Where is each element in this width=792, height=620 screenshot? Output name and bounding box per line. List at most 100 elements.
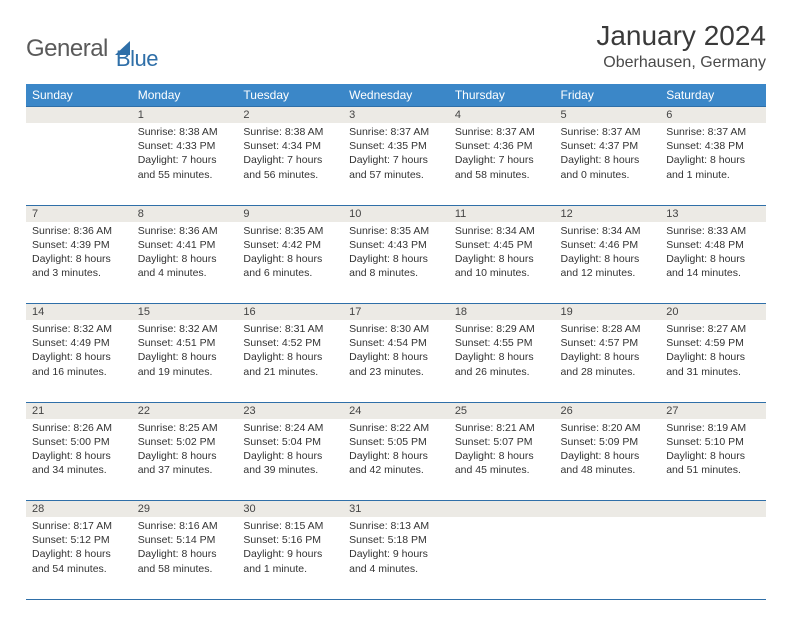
day-content-cell: Sunrise: 8:15 AMSunset: 5:16 PMDaylight:… bbox=[237, 517, 343, 599]
day-number-cell: 27 bbox=[660, 402, 766, 419]
day-content-cell: Sunrise: 8:17 AMSunset: 5:12 PMDaylight:… bbox=[26, 517, 132, 599]
sunrise-text: Sunrise: 8:25 AM bbox=[138, 421, 232, 435]
sunset-text: Sunset: 4:42 PM bbox=[243, 238, 337, 252]
day-number-row: 14151617181920 bbox=[26, 304, 766, 321]
day-content-cell: Sunrise: 8:16 AMSunset: 5:14 PMDaylight:… bbox=[132, 517, 238, 599]
sunset-text: Sunset: 5:02 PM bbox=[138, 435, 232, 449]
sunrise-text: Sunrise: 8:38 AM bbox=[243, 125, 337, 139]
day-number-cell: 10 bbox=[343, 205, 449, 222]
calendar-grid: SundayMondayTuesdayWednesdayThursdayFrid… bbox=[26, 84, 766, 600]
sunrise-text: Sunrise: 8:16 AM bbox=[138, 519, 232, 533]
daylight-text: Daylight: 8 hours and 54 minutes. bbox=[32, 547, 126, 575]
day-content-cell: Sunrise: 8:37 AMSunset: 4:37 PMDaylight:… bbox=[555, 123, 661, 205]
day-content-cell: Sunrise: 8:28 AMSunset: 4:57 PMDaylight:… bbox=[555, 320, 661, 402]
sunset-text: Sunset: 4:34 PM bbox=[243, 139, 337, 153]
day-content-cell: Sunrise: 8:38 AMSunset: 4:33 PMDaylight:… bbox=[132, 123, 238, 205]
sunset-text: Sunset: 4:38 PM bbox=[666, 139, 760, 153]
sunrise-text: Sunrise: 8:37 AM bbox=[561, 125, 655, 139]
day-content-row: Sunrise: 8:38 AMSunset: 4:33 PMDaylight:… bbox=[26, 123, 766, 205]
day-number-cell: 14 bbox=[26, 304, 132, 321]
day-number-cell: 21 bbox=[26, 402, 132, 419]
daylight-text: Daylight: 8 hours and 4 minutes. bbox=[138, 252, 232, 280]
day-number-cell: 7 bbox=[26, 205, 132, 222]
day-content-cell: Sunrise: 8:32 AMSunset: 4:51 PMDaylight:… bbox=[132, 320, 238, 402]
day-number-cell: 24 bbox=[343, 402, 449, 419]
daylight-text: Daylight: 8 hours and 0 minutes. bbox=[561, 153, 655, 181]
day-number-cell: 16 bbox=[237, 304, 343, 321]
day-number-cell: 30 bbox=[237, 501, 343, 518]
daylight-text: Daylight: 8 hours and 3 minutes. bbox=[32, 252, 126, 280]
sunrise-text: Sunrise: 8:26 AM bbox=[32, 421, 126, 435]
sunset-text: Sunset: 5:04 PM bbox=[243, 435, 337, 449]
month-title: January 2024 bbox=[596, 20, 766, 52]
sunset-text: Sunset: 4:51 PM bbox=[138, 336, 232, 350]
weekday-header: Saturday bbox=[660, 84, 766, 107]
day-content-cell: Sunrise: 8:37 AMSunset: 4:36 PMDaylight:… bbox=[449, 123, 555, 205]
day-content-cell: Sunrise: 8:29 AMSunset: 4:55 PMDaylight:… bbox=[449, 320, 555, 402]
day-number-cell: 23 bbox=[237, 402, 343, 419]
sunset-text: Sunset: 4:48 PM bbox=[666, 238, 760, 252]
sunrise-text: Sunrise: 8:37 AM bbox=[666, 125, 760, 139]
sunset-text: Sunset: 5:12 PM bbox=[32, 533, 126, 547]
daylight-text: Daylight: 8 hours and 14 minutes. bbox=[666, 252, 760, 280]
day-number-cell: 1 bbox=[132, 107, 238, 124]
weekday-header: Tuesday bbox=[237, 84, 343, 107]
day-number-cell bbox=[555, 501, 661, 518]
day-content-cell: Sunrise: 8:30 AMSunset: 4:54 PMDaylight:… bbox=[343, 320, 449, 402]
day-number-cell: 6 bbox=[660, 107, 766, 124]
sunset-text: Sunset: 5:05 PM bbox=[349, 435, 443, 449]
day-content-cell: Sunrise: 8:27 AMSunset: 4:59 PMDaylight:… bbox=[660, 320, 766, 402]
sunrise-text: Sunrise: 8:34 AM bbox=[455, 224, 549, 238]
day-number-cell: 8 bbox=[132, 205, 238, 222]
day-content-row: Sunrise: 8:32 AMSunset: 4:49 PMDaylight:… bbox=[26, 320, 766, 402]
day-number-cell: 3 bbox=[343, 107, 449, 124]
sunset-text: Sunset: 4:39 PM bbox=[32, 238, 126, 252]
sunrise-text: Sunrise: 8:37 AM bbox=[349, 125, 443, 139]
location-subtitle: Oberhausen, Germany bbox=[596, 54, 766, 72]
sunrise-text: Sunrise: 8:36 AM bbox=[32, 224, 126, 238]
sunrise-text: Sunrise: 8:35 AM bbox=[243, 224, 337, 238]
sunset-text: Sunset: 4:43 PM bbox=[349, 238, 443, 252]
sunrise-text: Sunrise: 8:32 AM bbox=[32, 322, 126, 336]
day-number-cell: 25 bbox=[449, 402, 555, 419]
daylight-text: Daylight: 8 hours and 8 minutes. bbox=[349, 252, 443, 280]
day-content-cell bbox=[449, 517, 555, 599]
sunrise-text: Sunrise: 8:21 AM bbox=[455, 421, 549, 435]
weekday-header: Wednesday bbox=[343, 84, 449, 107]
sunset-text: Sunset: 4:54 PM bbox=[349, 336, 443, 350]
sunrise-text: Sunrise: 8:38 AM bbox=[138, 125, 232, 139]
daylight-text: Daylight: 8 hours and 28 minutes. bbox=[561, 350, 655, 378]
daylight-text: Daylight: 8 hours and 37 minutes. bbox=[138, 449, 232, 477]
sunrise-text: Sunrise: 8:13 AM bbox=[349, 519, 443, 533]
day-number-cell: 26 bbox=[555, 402, 661, 419]
day-content-cell: Sunrise: 8:25 AMSunset: 5:02 PMDaylight:… bbox=[132, 419, 238, 501]
day-number-cell: 22 bbox=[132, 402, 238, 419]
daylight-text: Daylight: 9 hours and 4 minutes. bbox=[349, 547, 443, 575]
daylight-text: Daylight: 8 hours and 31 minutes. bbox=[666, 350, 760, 378]
daylight-text: Daylight: 9 hours and 1 minute. bbox=[243, 547, 337, 575]
day-content-cell: Sunrise: 8:13 AMSunset: 5:18 PMDaylight:… bbox=[343, 517, 449, 599]
sunrise-text: Sunrise: 8:28 AM bbox=[561, 322, 655, 336]
weekday-header: Thursday bbox=[449, 84, 555, 107]
day-content-cell: Sunrise: 8:26 AMSunset: 5:00 PMDaylight:… bbox=[26, 419, 132, 501]
day-number-cell: 20 bbox=[660, 304, 766, 321]
sunset-text: Sunset: 4:45 PM bbox=[455, 238, 549, 252]
logo-word-blue: Blue bbox=[116, 46, 158, 72]
day-content-cell: Sunrise: 8:22 AMSunset: 5:05 PMDaylight:… bbox=[343, 419, 449, 501]
daylight-text: Daylight: 7 hours and 55 minutes. bbox=[138, 153, 232, 181]
day-content-cell: Sunrise: 8:36 AMSunset: 4:39 PMDaylight:… bbox=[26, 222, 132, 304]
day-content-cell: Sunrise: 8:35 AMSunset: 4:43 PMDaylight:… bbox=[343, 222, 449, 304]
day-number-cell: 15 bbox=[132, 304, 238, 321]
day-number-cell bbox=[660, 501, 766, 518]
daylight-text: Daylight: 8 hours and 34 minutes. bbox=[32, 449, 126, 477]
day-number-cell: 31 bbox=[343, 501, 449, 518]
sunset-text: Sunset: 5:09 PM bbox=[561, 435, 655, 449]
day-number-cell: 4 bbox=[449, 107, 555, 124]
day-content-cell bbox=[555, 517, 661, 599]
day-number-cell: 11 bbox=[449, 205, 555, 222]
day-content-row: Sunrise: 8:36 AMSunset: 4:39 PMDaylight:… bbox=[26, 222, 766, 304]
day-number-row: 28293031 bbox=[26, 501, 766, 518]
sunrise-text: Sunrise: 8:29 AM bbox=[455, 322, 549, 336]
daylight-text: Daylight: 8 hours and 6 minutes. bbox=[243, 252, 337, 280]
daylight-text: Daylight: 8 hours and 10 minutes. bbox=[455, 252, 549, 280]
